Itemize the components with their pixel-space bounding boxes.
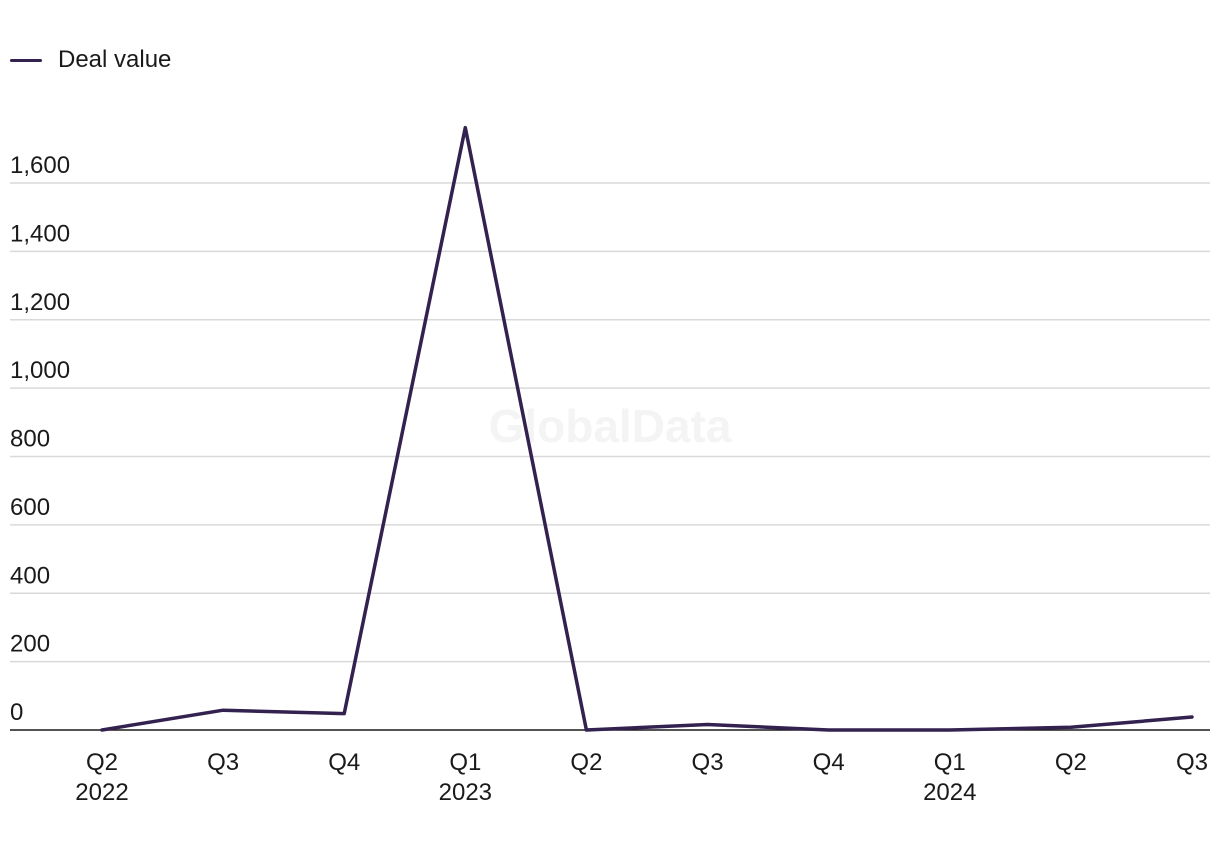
series-line-deal-value	[100, 125, 1194, 732]
y-tick-label: 1,600	[10, 152, 70, 179]
x-tick-label: Q3	[207, 749, 239, 776]
y-tick-label: 1,000	[10, 357, 70, 384]
y-axis-ticks: 0 200 400 600 800 1,000 1,200 1,400 1,600	[10, 152, 70, 726]
x-tick-label: Q3	[1176, 749, 1208, 776]
x-axis-ticks: Q2 2022 Q3 Q4 Q1 2023 Q2 Q3 Q4 Q1 2024 Q2 Q3	[75, 749, 1208, 806]
y-tick-label: 1,400	[10, 220, 70, 247]
gridlines	[10, 182, 1210, 663]
x-tick-label: Q1 2024	[923, 749, 976, 806]
y-tick-label: 400	[10, 562, 50, 589]
x-tick-label: Q1 2023	[439, 749, 492, 806]
x-tick-label: Q2 2022	[75, 749, 128, 806]
y-tick-label: 800	[10, 426, 50, 453]
x-tick-label: Q2	[1055, 749, 1087, 776]
y-tick-label: 0	[10, 699, 23, 726]
legend: Deal value	[10, 46, 171, 74]
y-tick-label: 1,200	[10, 289, 70, 316]
legend-swatch	[10, 58, 42, 62]
x-tick-label: Q3	[692, 749, 724, 776]
legend-label: Deal value	[58, 46, 172, 73]
x-tick-label: Q4	[813, 749, 845, 776]
y-tick-label: 200	[10, 631, 50, 658]
y-tick-label: 600	[10, 494, 50, 521]
x-tick-label: Q4	[328, 749, 360, 776]
x-tick-label: Q2	[570, 749, 602, 776]
